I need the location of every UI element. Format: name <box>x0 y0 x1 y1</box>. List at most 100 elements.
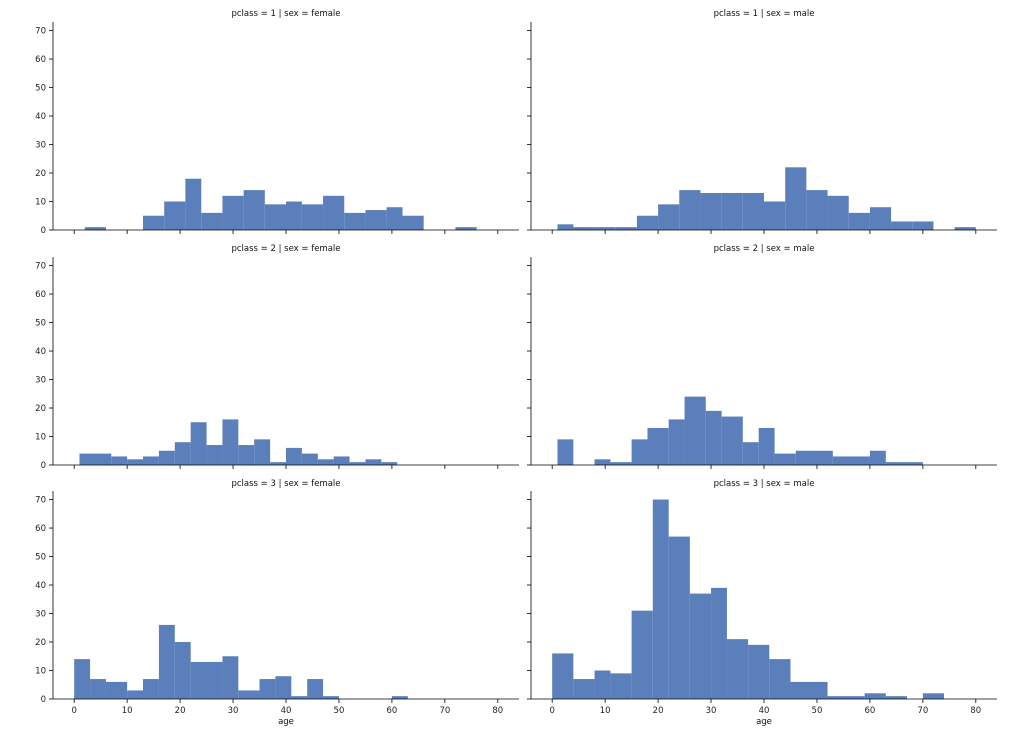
histogram-bar <box>143 679 159 699</box>
histogram-bar <box>185 178 202 230</box>
histogram-bar <box>275 676 292 699</box>
histogram-bar <box>111 456 128 465</box>
y-tick-label: 0 <box>41 226 46 236</box>
histogram-bar <box>594 670 611 699</box>
histogram-bar <box>869 207 892 230</box>
histogram-bar <box>286 201 302 230</box>
histogram-bar <box>365 459 382 465</box>
histogram-bar <box>127 690 144 699</box>
histogram-bar <box>190 422 207 465</box>
y-tick-label: 60 <box>35 290 46 300</box>
x-tick-label: 60 <box>386 706 397 716</box>
histogram-bar <box>158 624 175 699</box>
histogram-bar <box>254 439 271 465</box>
x-axis-label: age <box>756 717 772 727</box>
y-tick-label: 30 <box>35 610 46 620</box>
histogram-bar <box>711 587 727 699</box>
x-axis-label: age <box>278 717 294 727</box>
histogram-bar <box>689 593 712 699</box>
histogram-bar <box>869 450 886 465</box>
histogram-bar <box>764 201 786 230</box>
x-tick-label: 0 <box>549 706 554 716</box>
histogram-bar <box>291 696 308 699</box>
histogram-bar <box>721 416 743 465</box>
histogram-bar <box>74 659 91 699</box>
y-tick-label: 0 <box>41 461 46 471</box>
y-tick-label: 60 <box>35 55 46 65</box>
histogram-bar <box>206 445 223 465</box>
histogram-bar <box>222 195 244 230</box>
histogram-bar <box>848 212 870 230</box>
histogram-bar <box>679 190 701 230</box>
histogram-bar <box>164 201 186 230</box>
histogram-bar <box>795 450 833 465</box>
x-tick-label: 30 <box>228 706 239 716</box>
histogram-bar <box>238 690 260 699</box>
x-tick-label: 80 <box>492 706 503 716</box>
histogram-bar <box>323 696 339 699</box>
x-tick-label: 20 <box>175 706 186 716</box>
y-tick-label: 10 <box>35 667 46 677</box>
histogram-bar <box>301 204 324 230</box>
histogram-bar <box>557 439 574 465</box>
panel-title: pclass = 1 | sex = female <box>231 9 340 19</box>
histogram-bar <box>259 679 276 699</box>
histogram-bar <box>954 227 976 230</box>
histogram-bar <box>827 696 865 699</box>
histogram-bar <box>174 442 191 465</box>
histogram-bar <box>174 642 191 699</box>
panel-3-male: 0 10 20 30 40 50 60 70 80 pclass = 3 | sex = male… <box>527 479 997 727</box>
x-tick-label: 70 <box>917 706 928 716</box>
histogram-bar <box>668 536 690 699</box>
histogram-bar <box>864 693 886 699</box>
histogram-bar <box>658 204 680 230</box>
histogram-bar <box>143 456 159 465</box>
histogram-bar <box>774 453 796 465</box>
histogram-bar <box>333 456 350 465</box>
y-tick-label: 30 <box>35 141 46 151</box>
histogram-bar <box>365 210 387 230</box>
histogram-bar <box>769 659 791 699</box>
histogram-bar <box>552 653 574 699</box>
histogram-bar <box>705 410 722 465</box>
histogram-bar <box>79 453 112 465</box>
histogram-bar <box>922 693 945 699</box>
histogram-bar <box>700 192 722 230</box>
y-tick-label: 0 <box>41 695 46 705</box>
histogram-bar <box>105 681 128 699</box>
panel-3-female: 0 10 20 30 40 50 60 70 0 10 20 30 40 50 60 70 80 pclass =… <box>35 479 519 727</box>
histogram-bar <box>668 419 685 465</box>
x-tick-label: 50 <box>334 706 345 716</box>
y-tick-label: 40 <box>35 581 46 591</box>
histogram-bar <box>790 681 828 699</box>
histogram-bar <box>758 427 775 465</box>
y-tick-label: 70 <box>35 262 46 272</box>
histogram-bar <box>726 639 749 699</box>
x-tick-label: 10 <box>122 706 133 716</box>
y-tick-label: 20 <box>35 169 46 179</box>
y-tick-label: 40 <box>35 347 46 357</box>
histogram-bar <box>631 610 653 699</box>
histogram-bar <box>201 212 223 230</box>
histogram-bar <box>742 192 764 230</box>
x-tick-label: 60 <box>864 706 875 716</box>
panel-1-female: 0 10 20 30 40 50 60 70 pclass = 1 | sex = female <box>35 9 519 236</box>
histogram-bar <box>636 215 659 230</box>
y-tick-label: 20 <box>35 638 46 648</box>
panel-2-male: pclass = 2 | sex = male <box>527 244 997 469</box>
y-tick-label: 70 <box>35 27 46 37</box>
histogram-bar <box>264 204 286 230</box>
histogram-bar <box>885 462 923 465</box>
histogram-bar <box>610 673 632 699</box>
histogram-bar <box>344 212 366 230</box>
histogram-bar <box>190 661 223 699</box>
histogram-bar <box>402 215 424 230</box>
panel-title: pclass = 1 | sex = male <box>714 9 815 19</box>
histogram-bar <box>349 462 366 465</box>
x-tick-label: 0 <box>71 706 76 716</box>
histogram-bar <box>270 462 286 465</box>
histogram-bar <box>684 396 706 465</box>
histogram-bar <box>143 215 165 230</box>
histogram-bar <box>222 656 239 699</box>
histogram-bar <box>631 439 648 465</box>
